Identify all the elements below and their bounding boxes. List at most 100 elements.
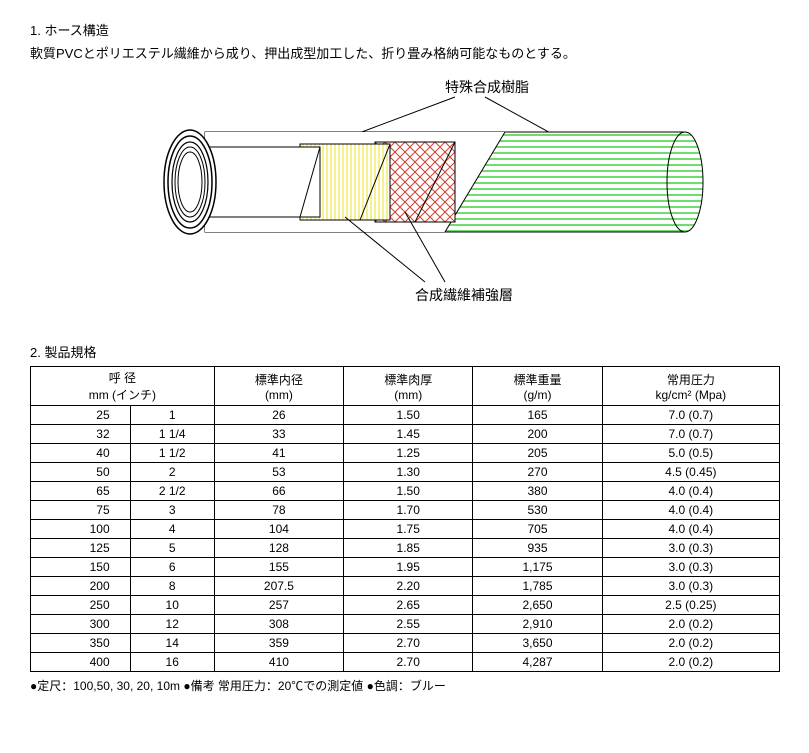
cell-mm: 200: [31, 577, 131, 596]
cell-thick: 1.95: [344, 558, 473, 577]
cell-thick: 2.70: [344, 653, 473, 672]
cell-thick: 1.50: [344, 406, 473, 425]
cell-id: 257: [214, 596, 343, 615]
th-press: 常用圧力 kg/cm² (Mpa): [602, 367, 779, 406]
cell-thick: 1.45: [344, 425, 473, 444]
cell-thick: 1.30: [344, 463, 473, 482]
cell-inch: 14: [130, 634, 214, 653]
cell-id: 78: [214, 501, 343, 520]
table-row: 251261.501657.0 (0.7): [31, 406, 780, 425]
th-press-l2: kg/cm² (Mpa): [656, 388, 727, 402]
cell-thick: 1.75: [344, 520, 473, 539]
cell-mm: 300: [31, 615, 131, 634]
cell-weight: 4,287: [473, 653, 602, 672]
section1-title: 1. ホース構造: [30, 20, 779, 39]
cell-mm: 100: [31, 520, 131, 539]
cell-mm: 25: [31, 406, 131, 425]
cell-weight: 1,175: [473, 558, 602, 577]
th-thick-l1: 標準肉厚: [384, 373, 432, 387]
table-row: 15061551.951,1753.0 (0.3): [31, 558, 780, 577]
cell-press: 4.5 (0.45): [602, 463, 779, 482]
table-row: 350143592.703,6502.0 (0.2): [31, 634, 780, 653]
cell-inch: 6: [130, 558, 214, 577]
cell-id: 359: [214, 634, 343, 653]
cell-weight: 705: [473, 520, 602, 539]
cell-press: 3.0 (0.3): [602, 539, 779, 558]
cell-id: 128: [214, 539, 343, 558]
cell-thick: 1.85: [344, 539, 473, 558]
th-id-l2: (mm): [265, 388, 293, 402]
th-size: 呼 径 mm (インチ): [31, 367, 215, 406]
cell-mm: 350: [31, 634, 131, 653]
cell-weight: 2,650: [473, 596, 602, 615]
spec-table: 呼 径 mm (インチ) 標準内径 (mm) 標準肉厚 (mm) 標準重量 (g…: [30, 366, 780, 672]
cell-inch: 1 1/2: [130, 444, 214, 463]
cell-weight: 530: [473, 501, 602, 520]
cell-inch: 1 1/4: [130, 425, 214, 444]
cell-weight: 1,785: [473, 577, 602, 596]
cell-weight: 270: [473, 463, 602, 482]
table-row: 2008207.52.201,7853.0 (0.3): [31, 577, 780, 596]
th-size-l2: mm (インチ): [89, 388, 156, 402]
cell-weight: 165: [473, 406, 602, 425]
cell-mm: 40: [31, 444, 131, 463]
cell-mm: 75: [31, 501, 131, 520]
cell-press: 7.0 (0.7): [602, 406, 779, 425]
hose-diagram: 特殊合成樹脂: [85, 72, 725, 322]
th-thick-l2: (mm): [394, 388, 422, 402]
th-weight: 標準重量 (g/m): [473, 367, 602, 406]
table-row: 12551281.859353.0 (0.3): [31, 539, 780, 558]
cell-mm: 65: [31, 482, 131, 501]
cell-thick: 2.20: [344, 577, 473, 596]
table-row: 753781.705304.0 (0.4): [31, 501, 780, 520]
cell-mm: 400: [31, 653, 131, 672]
table-row: 300123082.552,9102.0 (0.2): [31, 615, 780, 634]
cell-thick: 2.70: [344, 634, 473, 653]
cell-weight: 2,910: [473, 615, 602, 634]
cell-thick: 2.55: [344, 615, 473, 634]
cell-press: 5.0 (0.5): [602, 444, 779, 463]
section2-title: 2. 製品規格: [30, 342, 779, 361]
th-weight-l1: 標準重量: [514, 373, 562, 387]
cell-inch: 8: [130, 577, 214, 596]
th-weight-l2: (g/m): [524, 388, 552, 402]
cell-mm: 32: [31, 425, 131, 444]
cell-id: 207.5: [214, 577, 343, 596]
cell-press: 2.5 (0.25): [602, 596, 779, 615]
outer-tube-endcap: [667, 132, 703, 232]
cell-inch: 12: [130, 615, 214, 634]
table-row: 652 1/2661.503804.0 (0.4): [31, 482, 780, 501]
cell-inch: 10: [130, 596, 214, 615]
table-row: 321 1/4331.452007.0 (0.7): [31, 425, 780, 444]
cell-press: 2.0 (0.2): [602, 634, 779, 653]
cell-id: 410: [214, 653, 343, 672]
cell-id: 66: [214, 482, 343, 501]
hose-diagram-container: 特殊合成樹脂: [30, 72, 779, 322]
cell-inch: 2 1/2: [130, 482, 214, 501]
th-thick: 標準肉厚 (mm): [344, 367, 473, 406]
table-row: 400164102.704,2872.0 (0.2): [31, 653, 780, 672]
cell-thick: 2.65: [344, 596, 473, 615]
cell-press: 3.0 (0.3): [602, 577, 779, 596]
cell-thick: 1.25: [344, 444, 473, 463]
cell-inch: 4: [130, 520, 214, 539]
cell-press: 2.0 (0.2): [602, 615, 779, 634]
cell-press: 3.0 (0.3): [602, 558, 779, 577]
cell-id: 41: [214, 444, 343, 463]
cell-inch: 5: [130, 539, 214, 558]
cell-id: 53: [214, 463, 343, 482]
cell-id: 33: [214, 425, 343, 444]
cell-thick: 1.70: [344, 501, 473, 520]
table-row: 502531.302704.5 (0.45): [31, 463, 780, 482]
th-id: 標準内径 (mm): [214, 367, 343, 406]
cell-thick: 1.50: [344, 482, 473, 501]
cell-weight: 380: [473, 482, 602, 501]
cell-weight: 3,650: [473, 634, 602, 653]
table-row: 401 1/2411.252055.0 (0.5): [31, 444, 780, 463]
cell-inch: 1: [130, 406, 214, 425]
cell-mm: 125: [31, 539, 131, 558]
cell-press: 7.0 (0.7): [602, 425, 779, 444]
th-id-l1: 標準内径: [255, 373, 303, 387]
cell-inch: 16: [130, 653, 214, 672]
footnote: ●定尺：100,50, 30, 20, 10m ●備考 常用圧力：20℃での測定…: [30, 677, 779, 694]
